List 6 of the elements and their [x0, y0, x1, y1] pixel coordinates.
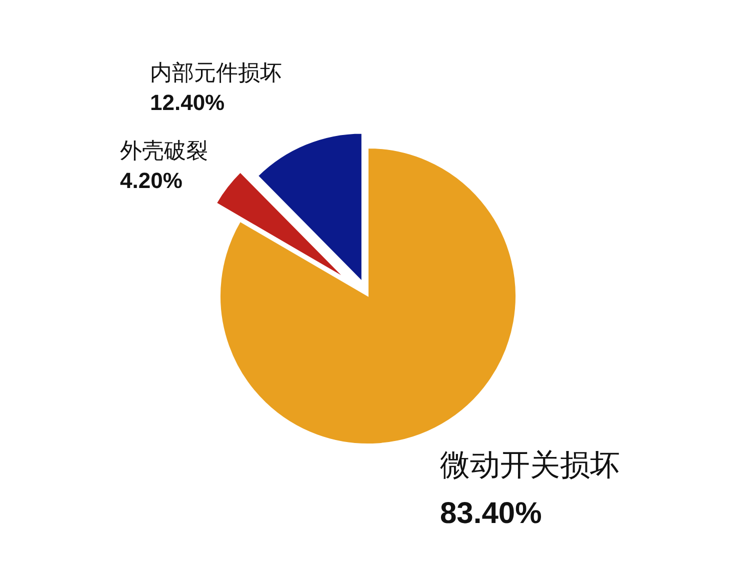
slice-label: 外壳破裂 — [120, 139, 208, 164]
slice-label: 微动开关损坏 — [440, 448, 620, 483]
data-label: 83.40% — [440, 497, 542, 530]
data-label: 4.20% — [120, 168, 182, 193]
data-label: 12.40% — [150, 90, 225, 115]
slice-label: 内部元件损坏 — [150, 61, 282, 86]
